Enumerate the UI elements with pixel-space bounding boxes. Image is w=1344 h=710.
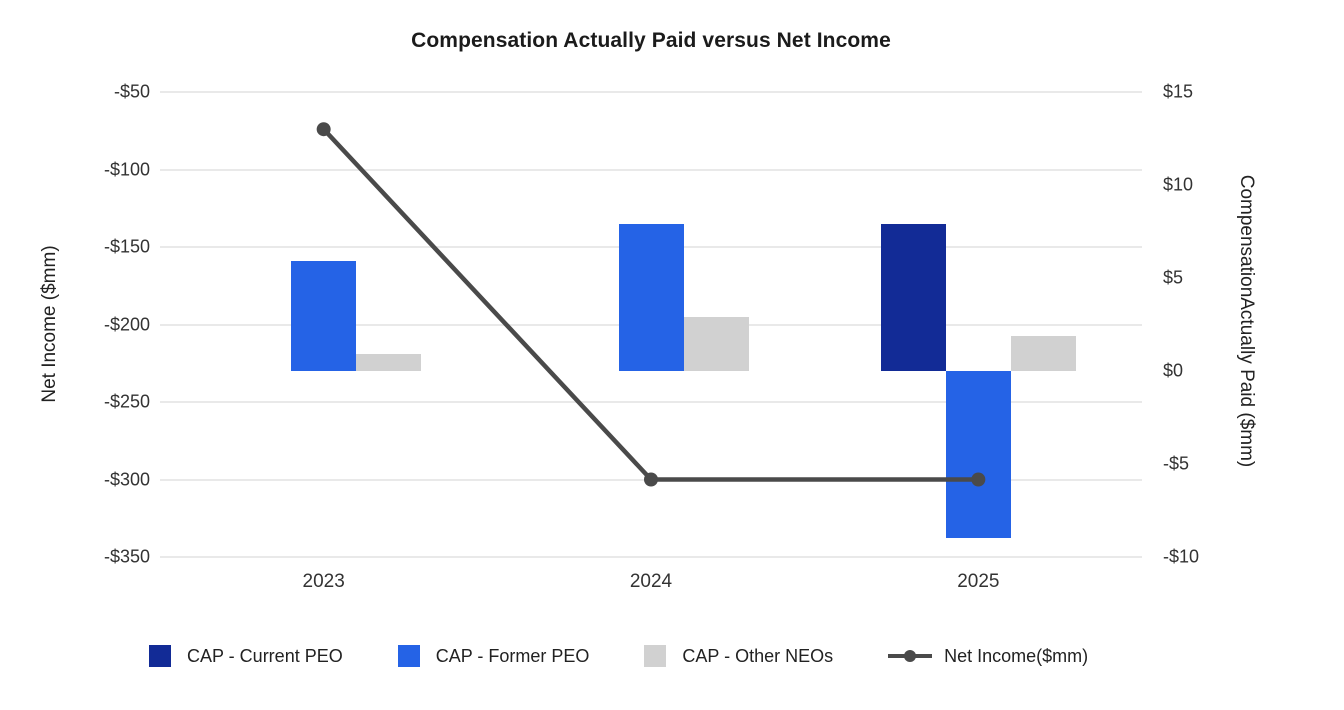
legend: CAP - Current PEO CAP - Former PEO CAP -… <box>149 643 1088 669</box>
bar-cap-other-neos-2024 <box>683 317 749 371</box>
right-axis-tick-label: $10 <box>1163 174 1194 195</box>
chart-title: Compensation Actually Paid versus Net In… <box>411 29 891 52</box>
gridline <box>160 168 1142 171</box>
left-axis-tick-label: -$250 <box>103 391 150 412</box>
bar-cap-former-peo-2024 <box>618 224 684 371</box>
bar-cap-current-peo-2025 <box>880 224 946 371</box>
left-axis-tick-label: -$50 <box>113 81 150 102</box>
gridline <box>160 91 1142 93</box>
legend-line-dot <box>904 650 917 662</box>
x-axis-tick-label: 2023 <box>302 571 345 592</box>
bar-cap-other-neos-2023 <box>356 354 422 371</box>
x-axis-tick-label: 2025 <box>957 571 1000 592</box>
legend-swatch-cap-current-peo <box>149 645 171 667</box>
right-axis-tick-label: -$10 <box>1163 546 1200 567</box>
right-axis-title: CompensationActually Paid ($mm) <box>1236 174 1257 468</box>
legend-swatch-cap-other-neos <box>644 645 667 667</box>
bar-cap-former-peo-2023 <box>291 261 357 371</box>
left-axis-tick-label: -$350 <box>103 546 150 567</box>
legend-label-cap-other-neos: CAP - Other NEOs <box>682 645 834 666</box>
net-income-marker <box>316 122 331 137</box>
left-axis-tick-label: -$100 <box>103 159 150 179</box>
gridline <box>160 556 1142 558</box>
legend-item-cap-other-neos: CAP - Other NEOs <box>644 645 833 667</box>
right-axis-tick-label: $15 <box>1163 81 1194 102</box>
legend-swatch-cap-former-peo <box>397 645 420 667</box>
left-axis-tick-label: -$300 <box>103 469 150 489</box>
right-axis-tick-label: $0 <box>1163 360 1184 381</box>
right-axis-tick-label: $5 <box>1163 267 1184 288</box>
bar-cap-former-peo-2025 <box>945 371 1011 539</box>
bar-cap-other-neos-2025 <box>1010 335 1076 371</box>
right-axis-tick-label: -$5 <box>1163 453 1190 474</box>
legend-label-net-income: Net Income($mm) <box>944 645 1089 666</box>
legend-label-cap-current-peo: CAP - Current PEO <box>187 645 343 666</box>
left-axis-tick-label: -$200 <box>103 314 150 334</box>
x-axis-tick-label: 2024 <box>629 571 673 592</box>
legend-item-cap-current-peo: CAP - Current PEO <box>149 645 343 667</box>
left-axis-tick-label: -$150 <box>103 236 150 257</box>
legend-item-cap-former-peo: CAP - Former PEO <box>397 645 590 667</box>
legend-line-marker-icon <box>888 645 933 667</box>
legend-label-cap-former-peo: CAP - Former PEO <box>435 645 590 666</box>
legend-item-net-income: Net Income($mm) <box>888 645 1088 667</box>
